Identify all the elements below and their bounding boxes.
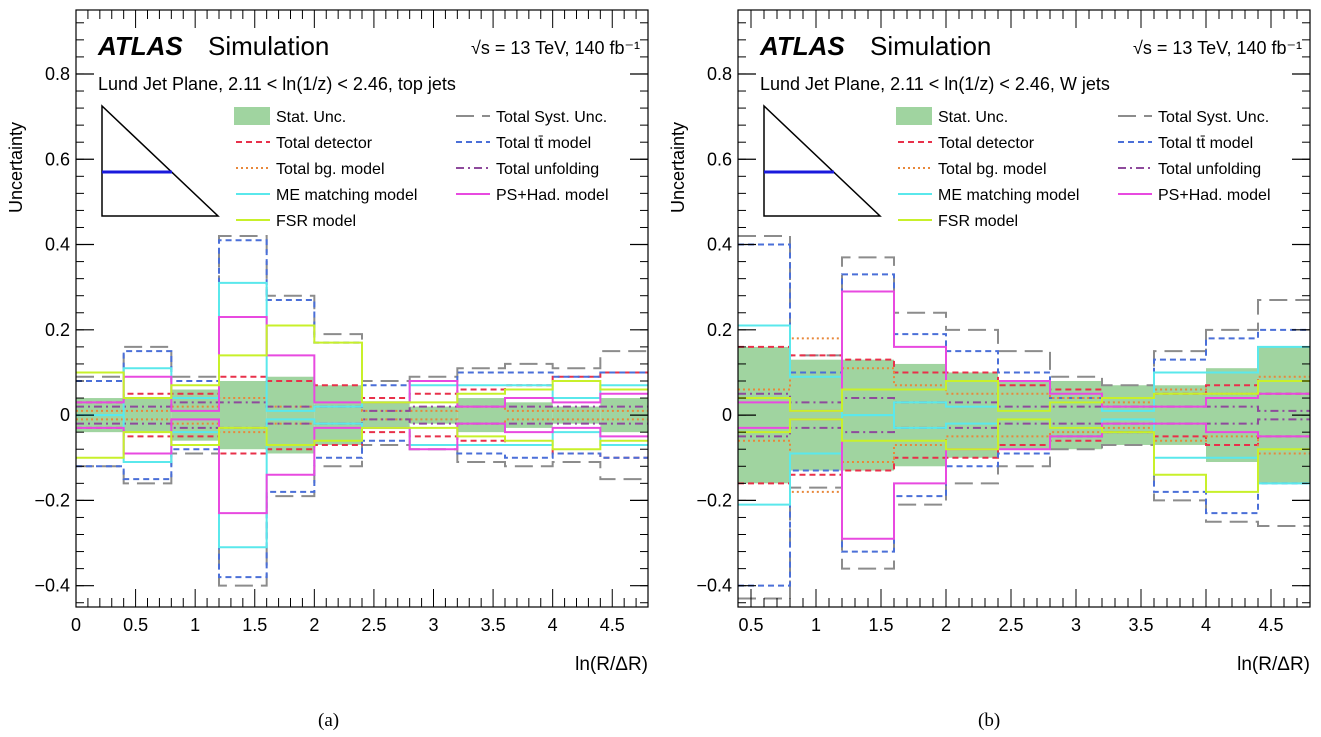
legend-label-syst: Total Syst. Unc. xyxy=(496,109,607,126)
y-tick-label: 0.2 xyxy=(45,320,70,340)
plot-frame xyxy=(75,9,649,608)
lund-plane-inset-icon xyxy=(763,104,882,217)
y-tick-label: 0 xyxy=(60,405,70,425)
chart-panel-a: −0.4 −0.2 0 0.2 0.4 0.6 0.8 0 0.5 1 1.5 2 2.5 3 3.5 4 4.… xyxy=(6,9,649,675)
y-tick-label: 0.6 xyxy=(45,149,70,169)
series-fsr-up xyxy=(738,379,1310,412)
stat-band-bin xyxy=(266,376,315,454)
stat-band-bin xyxy=(552,406,601,424)
y-tick-label: 0.4 xyxy=(45,235,70,255)
energy-lumi-label: √s = 13 TeV, 140 fb⁻¹ xyxy=(1133,38,1302,58)
x-tick-label: 2.5 xyxy=(361,615,386,635)
x-tick-label: 0.5 xyxy=(738,615,763,635)
stat-band-bin xyxy=(219,380,267,450)
x-axis-label: ln(R/ΔR) xyxy=(575,654,648,675)
legend-label-me: ME matching model xyxy=(276,187,417,204)
y-tick-label: −0.4 xyxy=(34,576,70,596)
y-tick-label: −0.4 xyxy=(696,576,732,596)
stat-band-bin xyxy=(1102,385,1154,445)
series-fsr-up xyxy=(76,324,648,404)
x-tick-label: 2 xyxy=(941,615,951,635)
stat-band-bin xyxy=(362,402,410,428)
legend-label-ps: PS+Had. model xyxy=(496,187,609,204)
series-fsr-down xyxy=(738,418,1310,493)
legend-label-bg: Total bg. model xyxy=(938,161,1047,178)
legend-label-syst: Total Syst. Unc. xyxy=(1158,109,1269,126)
stat-band-bin xyxy=(894,363,946,467)
atlas-label: ATLAS xyxy=(759,31,845,61)
simulation-label: Simulation xyxy=(208,31,329,61)
stat-band-bin xyxy=(1050,380,1102,450)
y-tick-label: 0.8 xyxy=(45,64,70,84)
x-tick-label: 1.5 xyxy=(242,615,267,635)
stat-band-bin xyxy=(314,385,362,445)
x-tick-label: 4.5 xyxy=(1258,615,1283,635)
legend-label-me: ME matching model xyxy=(938,187,1079,204)
x-tick-label: 2.5 xyxy=(998,615,1023,635)
x-tick-label: 3.5 xyxy=(1128,615,1153,635)
legend-label-stat: Stat. Unc. xyxy=(938,109,1008,126)
legend-label-det: Total detector xyxy=(938,135,1035,152)
y-tick-label: 0.6 xyxy=(707,149,732,169)
plot-frame xyxy=(737,9,1311,608)
x-tick-label: 3.5 xyxy=(481,615,506,635)
legend-swatch-stat xyxy=(234,107,270,125)
x-tick-label: 4 xyxy=(548,615,558,635)
legend-label-fsr: FSR model xyxy=(276,213,356,230)
x-tick-label: 1 xyxy=(811,615,821,635)
x-tick-label: 1.5 xyxy=(868,615,893,635)
x-tick-label: 0 xyxy=(71,615,81,635)
stat-band-bin xyxy=(1154,385,1206,445)
x-axis-label: ln(R/ΔR) xyxy=(1237,654,1310,675)
stat-band-bin xyxy=(946,372,998,458)
chart-panel-b: −0.4 −0.2 0 0.2 0.4 0.6 0.8 0.5 1 1.5 2 2.5 3 3.5 4 4.5… xyxy=(668,9,1311,675)
atlas-label: ATLAS xyxy=(97,31,183,61)
legend-label-ttbar: Total tt̄ model xyxy=(1158,135,1253,152)
legend-label-ttbar: Total tt̄ model xyxy=(496,135,591,152)
series-syst-down xyxy=(76,443,648,587)
y-tick-label: 0.2 xyxy=(707,320,732,340)
legend-label-det: Total detector xyxy=(276,135,373,152)
series-fsr-down xyxy=(76,426,648,459)
y-axis-label: Uncertainty xyxy=(668,122,688,213)
stat-band-bin xyxy=(457,398,505,433)
x-tick-label: 3 xyxy=(428,615,438,635)
caption-a: (a) xyxy=(318,710,340,731)
legend-label-ps: PS+Had. model xyxy=(1158,187,1271,204)
stat-band-bin xyxy=(1206,368,1258,463)
series-ttbar-down xyxy=(738,431,1310,587)
y-tick-label: 0.8 xyxy=(707,64,732,84)
region-label: Lund Jet Plane, 2.11 < ln(1/z) < 2.46, W… xyxy=(760,74,1110,94)
caption-b: (b) xyxy=(978,710,1001,731)
y-axis-label: Uncertainty xyxy=(6,122,26,213)
stat-band-bin xyxy=(998,380,1050,450)
x-tick-label: 3 xyxy=(1071,615,1081,635)
legend-label-stat: Stat. Unc. xyxy=(276,109,346,126)
lund-plane-inset-icon xyxy=(101,104,220,217)
x-tick-label: 4.5 xyxy=(600,615,625,635)
simulation-label: Simulation xyxy=(870,31,991,61)
y-tick-label: 0 xyxy=(722,405,732,425)
x-tick-label: 2 xyxy=(309,615,319,635)
legend-label-fsr: FSR model xyxy=(938,213,1018,230)
y-tick-label: −0.2 xyxy=(34,490,70,510)
x-tick-label: 0.5 xyxy=(123,615,148,635)
stat-band-bin xyxy=(123,398,172,433)
legend-swatch-stat xyxy=(896,107,932,125)
region-label: Lund Jet Plane, 2.11 < ln(1/z) < 2.46, t… xyxy=(98,74,456,94)
legend-label-unf: Total unfolding xyxy=(496,161,599,178)
stat-band-bin xyxy=(790,359,842,471)
stat-band-bin xyxy=(409,406,458,424)
y-tick-label: 0.4 xyxy=(707,235,732,255)
y-tick-label: −0.2 xyxy=(696,490,732,510)
x-tick-label: 4 xyxy=(1201,615,1211,635)
legend-label-bg: Total bg. model xyxy=(276,161,385,178)
x-tick-label: 1 xyxy=(190,615,200,635)
energy-lumi-label: √s = 13 TeV, 140 fb⁻¹ xyxy=(471,38,640,58)
legend-label-unf: Total unfolding xyxy=(1158,161,1261,178)
